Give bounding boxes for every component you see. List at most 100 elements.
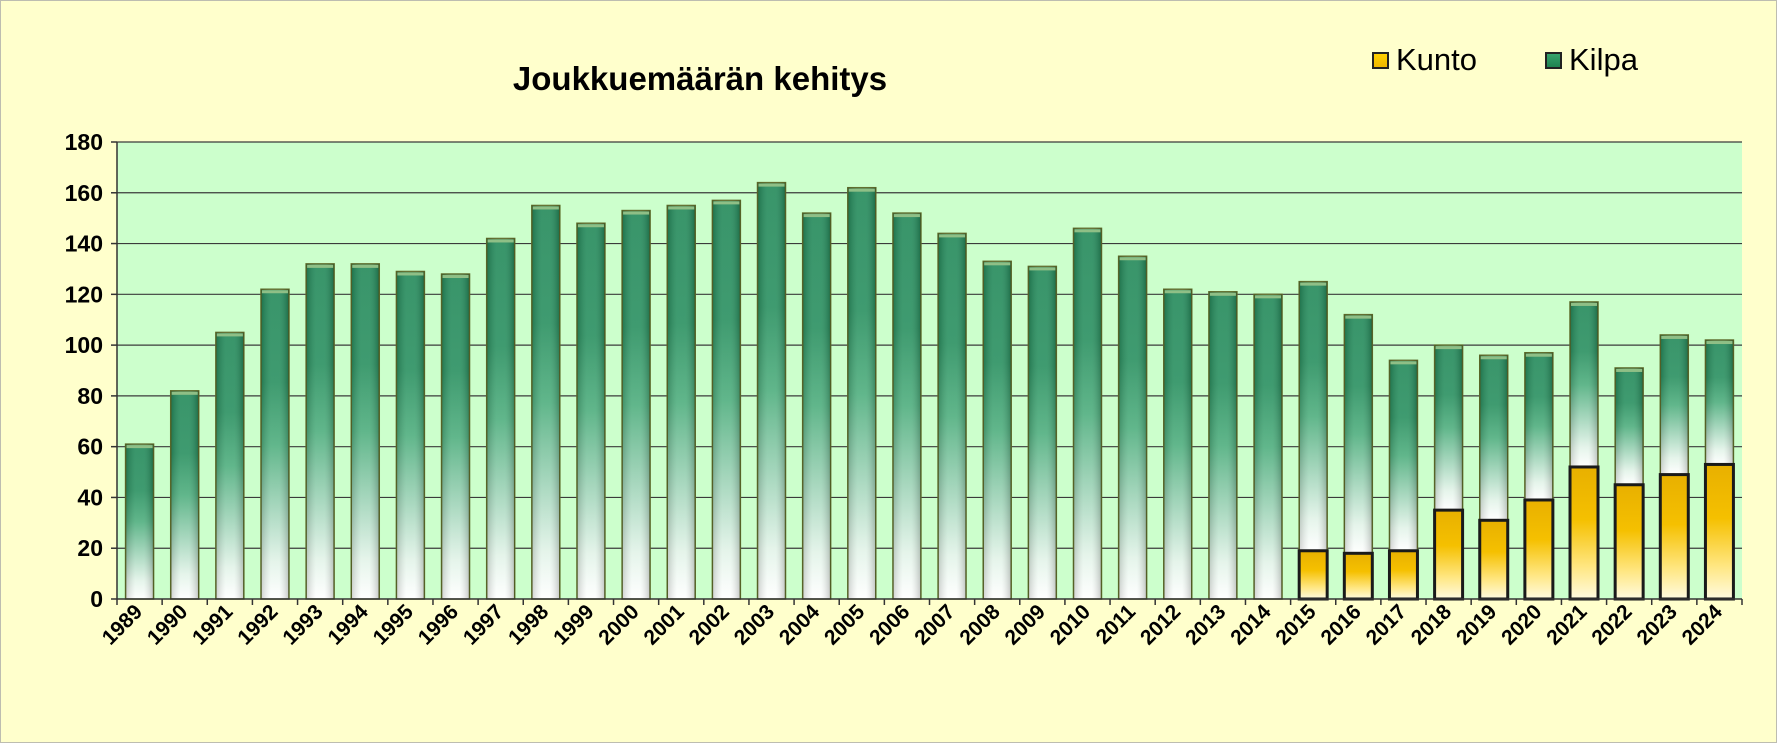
bar-group-1995 [395, 270, 426, 600]
bar-kilpa-cap-2014 [1255, 295, 1282, 299]
bar-kilpa-cap-2011 [1119, 257, 1146, 261]
bar-kilpa-shade-2010 [1073, 228, 1102, 600]
bars [124, 181, 1735, 601]
bar-kilpa-shade-1990 [170, 390, 199, 599]
x-tick-label: 2024 [1678, 600, 1728, 650]
bar-kilpa-shade-2020 [1524, 352, 1553, 500]
bar-kilpa-cap-1993 [307, 264, 334, 268]
legend-swatch-kunto [1372, 51, 1389, 69]
bar-kilpa-shade-2024 [1705, 340, 1734, 465]
bar-group-2021 [1568, 301, 1600, 601]
bar-kilpa-cap-2019 [1480, 356, 1507, 360]
bar-kilpa-shade-1995 [396, 271, 425, 599]
bar-kunto-2023 [1658, 473, 1690, 601]
bar-kilpa-cap-2010 [1074, 229, 1101, 233]
x-tick-label: 2012 [1136, 600, 1185, 649]
bar-kilpa-cap-2001 [668, 206, 695, 210]
bar-kilpa-shade-2022 [1615, 367, 1644, 485]
bar-kilpa-cap-1995 [397, 272, 424, 276]
bar-kilpa-shade-2021 [1570, 301, 1599, 467]
bar-kunto-2022 [1613, 483, 1645, 601]
legend-label-kilpa: Kilpa [1569, 42, 1638, 77]
x-tick-label: 2002 [685, 600, 734, 649]
bar-kilpa-cap-2008 [984, 262, 1011, 266]
bar-kilpa-shade-1994 [351, 263, 380, 599]
plot-area [117, 142, 1742, 599]
bar-group-2004 [801, 212, 832, 600]
bar-kilpa-shade-2008 [983, 261, 1012, 599]
bar-group-2003 [756, 181, 787, 600]
bar-kunto-2017 [1387, 549, 1419, 601]
x-tick-label: 2016 [1317, 600, 1366, 649]
bar-kilpa-shade-2011 [1118, 256, 1147, 599]
bar-group-1999 [576, 222, 606, 600]
y-tick-label: 100 [65, 332, 103, 358]
bar-group-2017 [1387, 359, 1419, 601]
x-axis-ticks: 1989199019911992199319941995199619971998… [98, 599, 1743, 650]
bar-group-2018 [1433, 344, 1465, 601]
bar-group-1989 [124, 443, 155, 600]
bar-group-1991 [215, 331, 245, 600]
bar-kilpa-shade-2017 [1389, 360, 1418, 551]
bar-group-2022 [1613, 367, 1645, 601]
bar-group-2000 [621, 209, 651, 600]
bar-kilpa-cap-1999 [577, 224, 604, 228]
bar-group-2024 [1703, 339, 1735, 601]
x-tick-label: 1990 [143, 600, 192, 649]
bar-group-1996 [440, 273, 471, 600]
y-tick-label: 180 [65, 129, 103, 155]
bar-group-2008 [982, 260, 1012, 600]
x-tick-label: 2009 [1001, 600, 1050, 649]
bar-kilpa-cap-2002 [713, 201, 740, 205]
x-tick-label: 2020 [1497, 600, 1546, 649]
bar-kilpa-cap-2007 [939, 234, 966, 238]
bar-kilpa-shade-2023 [1660, 334, 1689, 475]
x-tick-label: 2022 [1587, 600, 1636, 649]
bar-group-2007 [937, 232, 967, 600]
y-axis-ticks: 0 20 40 60 80 100 120 140 160 180 [65, 129, 117, 612]
x-tick-label: 2018 [1407, 600, 1457, 650]
x-tick-label: 1992 [233, 600, 282, 649]
bar-group-2015 [1297, 280, 1329, 601]
x-tick-label: 2004 [775, 600, 825, 650]
bar-kilpa-cap-2022 [1616, 368, 1643, 372]
bar-group-1998 [531, 204, 561, 600]
bar-kilpa-cap-2012 [1164, 290, 1191, 294]
chart-title: Joukkuemäärän kehitys [512, 60, 888, 97]
bar-kilpa-shade-1992 [260, 289, 289, 599]
bar-kilpa-cap-2016 [1345, 315, 1372, 319]
bar-kilpa-cap-2017 [1390, 361, 1417, 365]
bar-kilpa-shade-2016 [1344, 314, 1373, 554]
y-tick-label: 0 [90, 586, 103, 612]
x-tick-label: 2010 [1046, 600, 1095, 649]
x-tick-label: 2017 [1362, 600, 1411, 649]
x-tick-label: 1998 [504, 600, 554, 650]
x-tick-label: 2008 [955, 600, 1005, 650]
x-tick-label: 2021 [1542, 600, 1592, 650]
bar-kilpa-cap-2018 [1435, 346, 1462, 350]
bar-kilpa-shade-2018 [1434, 345, 1463, 511]
bar-group-1997 [485, 237, 516, 600]
bar-kilpa-cap-2021 [1571, 302, 1598, 306]
bar-kilpa-shade-2007 [938, 233, 967, 599]
bar-group-2020 [1523, 351, 1555, 601]
bar-kilpa-shade-1991 [215, 332, 244, 599]
bar-kunto-2018 [1433, 508, 1465, 601]
x-tick-label: 1997 [459, 600, 508, 649]
legend-item-kilpa: Kilpa [1545, 42, 1638, 78]
bar-group-2002 [711, 199, 742, 600]
bar-group-2005 [847, 186, 877, 600]
bar-kilpa-shade-1996 [441, 274, 470, 599]
y-tick-label: 120 [65, 281, 103, 307]
bar-group-2010 [1072, 227, 1103, 600]
bar-kilpa-cap-2006 [893, 214, 920, 218]
x-tick-label: 2005 [820, 600, 870, 650]
bar-kilpa-shade-1999 [576, 223, 605, 599]
bar-kilpa-cap-2013 [1209, 292, 1236, 296]
bar-group-1994 [350, 263, 381, 600]
bar-group-2013 [1208, 291, 1238, 600]
bar-kilpa-cap-2004 [803, 214, 830, 218]
bar-kilpa-shade-2009 [1028, 266, 1057, 599]
bar-kilpa-cap-2020 [1525, 353, 1552, 357]
